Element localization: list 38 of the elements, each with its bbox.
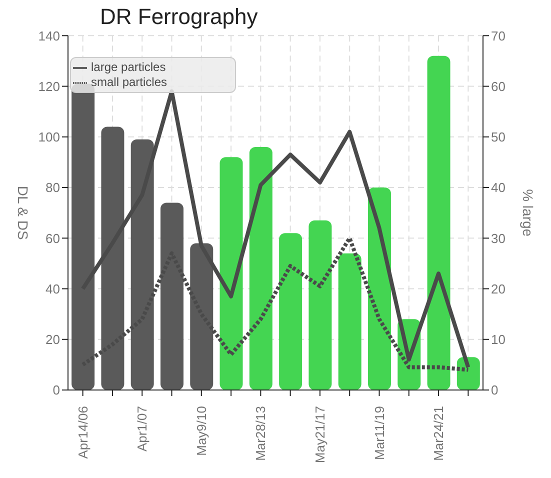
y-tick-label: 40: [46, 281, 60, 296]
y2-tick-label: 30: [491, 230, 506, 246]
y2-tick-label: 0: [491, 382, 498, 398]
legend-label: small particles: [91, 74, 168, 89]
y2-tick-label: 10: [491, 332, 506, 347]
y-tick-label: 120: [38, 78, 60, 94]
y-tick-label: 0: [52, 382, 60, 398]
y-tick-label: 100: [38, 130, 60, 145]
y2-axis-title: % large: [520, 189, 536, 237]
y2-tick-label: 40: [491, 180, 506, 196]
x-tick-label: Apr1/07: [134, 406, 150, 452]
y2-tick-label: 60: [491, 78, 506, 94]
x-tick-label: Mar28/13: [253, 406, 268, 461]
x-tick-label: Mar24/21: [431, 406, 446, 461]
y-tick-label: 20: [46, 332, 60, 347]
bar: [130, 139, 154, 390]
bar: [279, 233, 302, 390]
x-tick-label: May9/10: [194, 406, 209, 456]
bar: [101, 126, 124, 390]
y-axis-title: DL & DS: [15, 186, 32, 240]
y-tick-label: 140: [38, 28, 60, 44]
y2-tick-label: 70: [491, 28, 506, 44]
bar: [338, 253, 362, 390]
x-tick-label: May21/17: [312, 406, 328, 464]
y-tick-label: 60: [46, 230, 60, 246]
y-tick-label: 80: [46, 180, 60, 196]
legend-label: large particles: [91, 60, 166, 74]
bar: [249, 147, 272, 390]
x-tick-label: Mar11/19: [372, 406, 387, 460]
bar: [220, 157, 243, 390]
x-tick-label: Apr14/06: [75, 406, 90, 459]
bar: [427, 56, 450, 390]
y2-tick-label: 50: [491, 130, 506, 145]
bar: [190, 243, 214, 390]
bar: [308, 220, 332, 390]
bar: [160, 202, 184, 390]
y2-tick-label: 20: [491, 281, 506, 296]
chart-title: DR Ferrography: [100, 4, 258, 30]
